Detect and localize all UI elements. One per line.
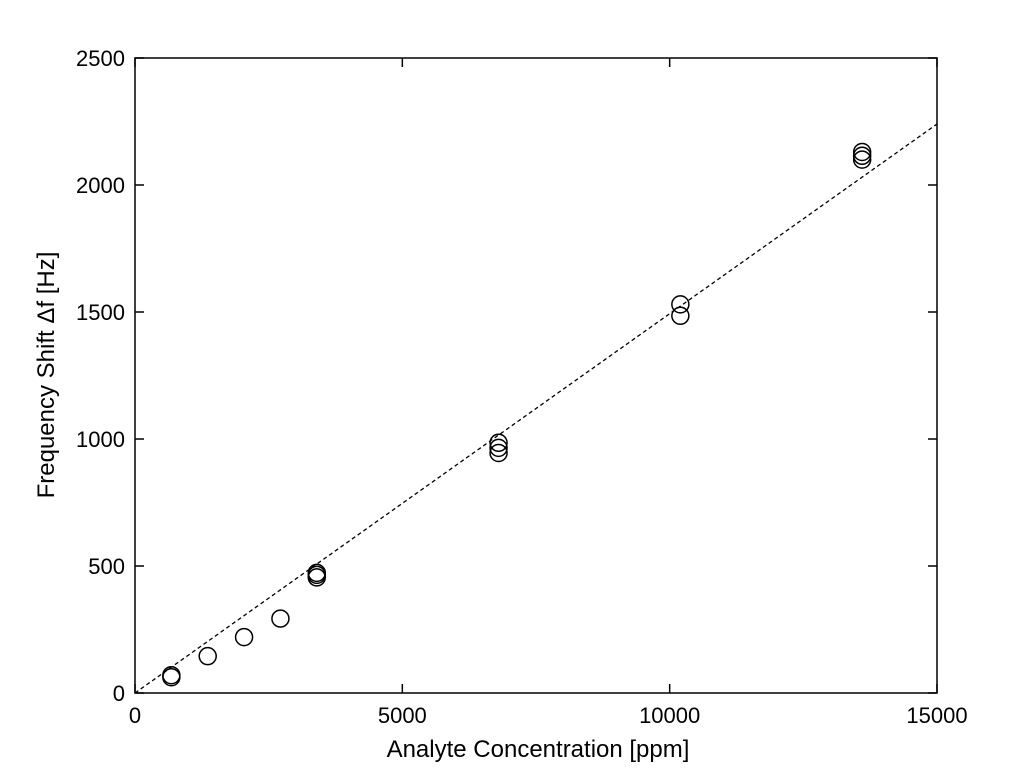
plot-frame xyxy=(134,57,938,694)
data-point xyxy=(234,627,254,647)
fit-line xyxy=(134,123,938,694)
data-point xyxy=(852,146,872,166)
data-point xyxy=(671,295,690,314)
y-tick-label: 2500 xyxy=(76,46,125,71)
y-tick-label: 1500 xyxy=(76,300,125,325)
data-points xyxy=(162,142,872,687)
data-point xyxy=(489,438,508,458)
data-point xyxy=(489,433,508,453)
data-point xyxy=(198,646,217,666)
data-point xyxy=(852,142,872,162)
x-tick-label: 5000 xyxy=(378,703,427,728)
y-tick-label: 0 xyxy=(113,681,125,706)
x-tick-label: 15000 xyxy=(906,703,967,728)
y-tick-label: 500 xyxy=(88,554,125,579)
data-point xyxy=(489,443,508,463)
y-axis-title: Frequency Shift Δf [Hz] xyxy=(33,252,60,499)
data-point xyxy=(671,306,690,326)
x-tick-label: 10000 xyxy=(639,703,700,728)
data-point xyxy=(852,150,872,169)
fit-line-group xyxy=(134,123,938,694)
y-tick-label: 1000 xyxy=(76,427,125,452)
data-point xyxy=(162,668,181,687)
y-axis-ticks: 0 500 1000 1500 2000 2500 xyxy=(76,46,937,706)
data-point xyxy=(307,568,327,587)
y-tick-label: 2000 xyxy=(76,173,125,198)
data-point xyxy=(271,609,290,628)
x-axis-ticks: 0 5000 10000 15000 xyxy=(129,58,968,728)
x-tick-label: 0 xyxy=(129,703,141,728)
x-axis-title: Analyte Concentration [ppm] xyxy=(387,736,690,763)
